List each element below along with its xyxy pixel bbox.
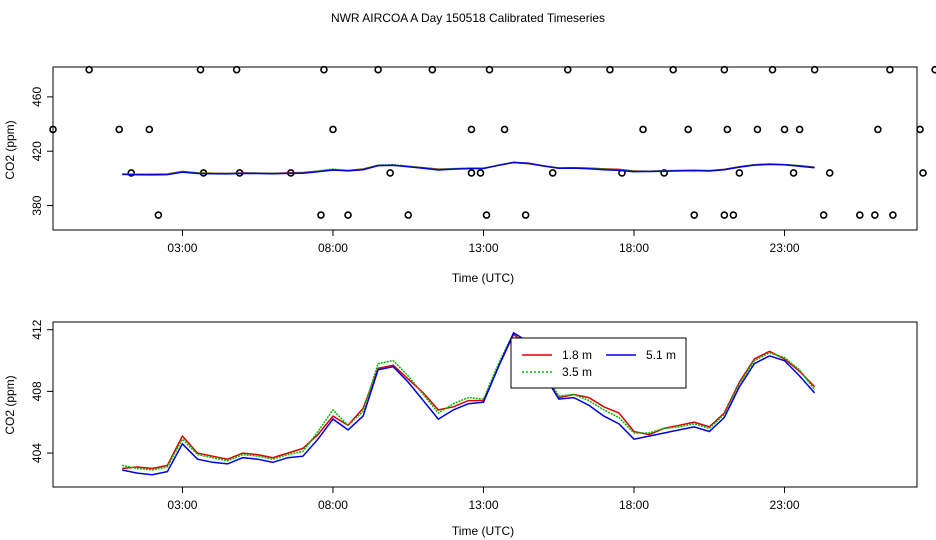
flag-point (723, 125, 732, 134)
plot-frame-bottom (52, 321, 918, 488)
flag-point (500, 125, 509, 134)
series-line-0 (122, 333, 816, 470)
flag-point (919, 169, 927, 177)
flag-point (386, 169, 394, 177)
flag-point (810, 65, 819, 74)
x-axis-label-bottom: Time (UTC) (452, 524, 514, 538)
flag-point (485, 65, 494, 74)
flag-point (548, 169, 557, 177)
top-ytick-label: 420 (30, 141, 44, 161)
flag-point (931, 65, 936, 74)
flag-point (115, 125, 124, 134)
y-axis-bottom: 404 408 412 (30, 319, 53, 463)
legend-label-1-8m: 1.8 m (562, 348, 592, 362)
flag-point (819, 211, 828, 219)
bottom-xtick-label: 03:00 (167, 498, 197, 512)
legend-box (510, 337, 687, 389)
legend: 1.8 m 3.5 m 5.1 m (510, 337, 687, 389)
bottom-xtick-label: 23:00 (770, 498, 800, 512)
flag-point (467, 125, 476, 134)
flag-point (232, 65, 241, 74)
legend-label-5-1m: 5.1 m (646, 348, 676, 362)
flag-point (563, 65, 572, 74)
top-xtick-label: 08:00 (318, 241, 348, 255)
top-ytick-label: 460 (30, 87, 44, 107)
flag-point (428, 65, 437, 74)
flag-point (606, 65, 614, 74)
panel-bottom: 404 408 412 03:00 08:00 13:00 18:00 23:00 Time… (3, 319, 918, 538)
bottom-xtick-label: 08:00 (318, 498, 348, 512)
y-axis-top: 380 420 460 (30, 87, 53, 216)
panel-top: 380 420 460 03:00 08:00 13:00 18:00 23:00 Time… (3, 65, 936, 285)
flag-point (196, 65, 205, 74)
flag-point (476, 169, 485, 177)
flag-point (684, 125, 693, 134)
flag-point (85, 65, 93, 74)
series-line-2 (122, 331, 816, 476)
figure-title: NWR AIRCOA A Day 150518 Calibrated Times… (331, 11, 605, 25)
y-axis-label-bottom: CO2 (ppm) (3, 375, 17, 434)
flag-point (916, 125, 924, 134)
flag-point (874, 125, 882, 134)
flag-point (154, 211, 163, 219)
top-xtick-label: 18:00 (619, 241, 649, 255)
flag-point (886, 65, 894, 74)
plot-frame-top (52, 66, 918, 231)
flag-point (317, 211, 325, 219)
flag-point (145, 125, 154, 134)
bottom-ytick-label: 408 (30, 381, 44, 401)
flag-point (374, 65, 382, 74)
flag-points (49, 65, 936, 219)
top-ytick-label: 380 (30, 195, 44, 215)
flag-point (404, 211, 413, 219)
flag-point (780, 125, 789, 134)
flag-point (669, 65, 677, 74)
flag-point (825, 169, 834, 177)
flag-point (467, 169, 476, 177)
flag-point (690, 211, 699, 219)
flag-point (482, 211, 491, 219)
bottom-xtick-label: 18:00 (619, 498, 649, 512)
flag-point (49, 125, 57, 134)
series-line-2 (122, 161, 815, 176)
top-xtick-label: 03:00 (167, 241, 197, 255)
x-axis-label-top: Time (UTC) (452, 271, 514, 285)
flag-point (768, 65, 777, 74)
series-lines-top (122, 161, 815, 176)
flag-point (871, 211, 879, 219)
legend-label-3-5m: 3.5 m (562, 365, 592, 379)
y-axis-label-top: CO2 (ppm) (3, 120, 17, 179)
top-xtick-label: 23:00 (770, 241, 800, 255)
flag-point (639, 125, 647, 134)
flag-point (521, 211, 530, 219)
flag-point (735, 169, 744, 177)
flag-point (720, 65, 729, 74)
flag-point (127, 169, 136, 177)
flag-point (795, 125, 804, 134)
flag-point (344, 211, 352, 219)
bottom-ytick-label: 412 (30, 319, 44, 339)
flag-point (720, 211, 729, 219)
flag-point (660, 169, 668, 177)
x-axis-top: 03:00 08:00 13:00 18:00 23:00 (167, 230, 800, 255)
flag-point (889, 211, 897, 219)
series-lines-bottom (122, 331, 816, 476)
flag-point (329, 125, 337, 134)
flag-point (753, 125, 762, 134)
bottom-ytick-label: 404 (30, 443, 44, 463)
x-axis-bottom: 03:00 08:00 13:00 18:00 23:00 (167, 487, 800, 512)
flag-point (789, 169, 798, 177)
top-xtick-label: 13:00 (468, 241, 498, 255)
flag-point (320, 65, 328, 74)
series-line-1 (122, 331, 816, 471)
bottom-xtick-label: 13:00 (468, 498, 498, 512)
flag-point (729, 211, 738, 219)
flag-point (856, 211, 864, 219)
